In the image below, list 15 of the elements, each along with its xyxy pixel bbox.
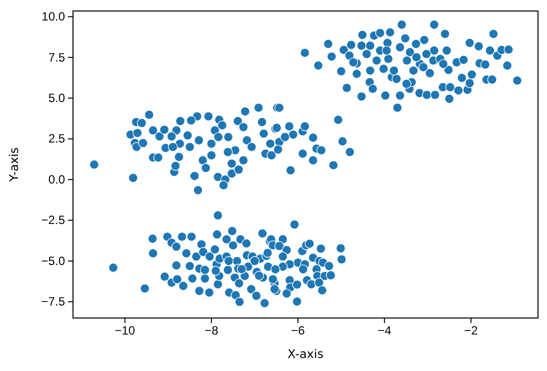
y-tick-label: 2.5 — [48, 132, 66, 146]
y-tick-label: 10.0 — [42, 10, 66, 24]
y-axis-title: Y-axis — [7, 147, 21, 183]
y-tick-label: 0.0 — [48, 172, 66, 186]
x-tick-label: −2 — [464, 324, 478, 338]
x-axis-title: X-axis — [288, 347, 324, 361]
y-tick-label: 7.5 — [48, 50, 66, 64]
x-tick-label: −8 — [204, 324, 219, 338]
y-tick-label: 5.0 — [48, 90, 66, 105]
y-tick-label: −5.0 — [41, 254, 66, 268]
x-tick-label: −10 — [114, 324, 136, 338]
y-tick-label: −2.5 — [41, 213, 66, 228]
y-tick-label: −7.5 — [41, 294, 66, 309]
x-tick-label: −6 — [291, 324, 306, 338]
x-tick-label: −4 — [378, 324, 392, 338]
